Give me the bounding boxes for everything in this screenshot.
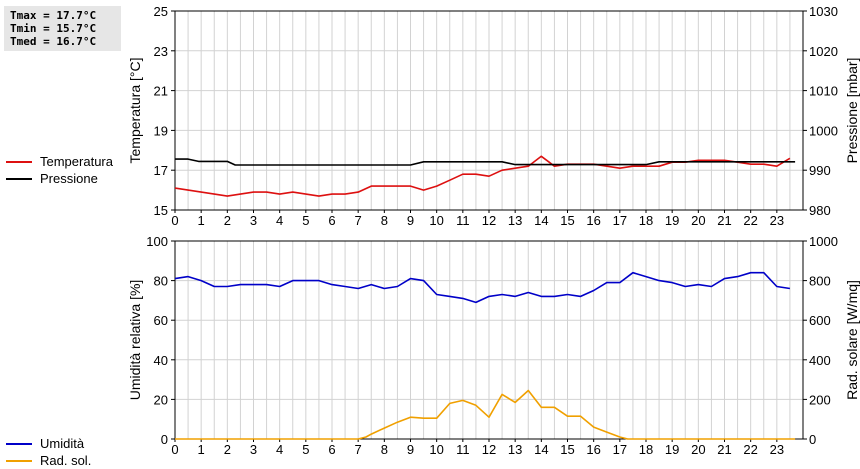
series-line-umidit <box>174 271 791 304</box>
y2-tick-label: 0 <box>809 432 816 447</box>
legend-item-pressione: Pressione <box>6 170 113 187</box>
x-tick-label: 23 <box>770 442 784 457</box>
x-tick-label: 16 <box>586 213 600 228</box>
x-tick-label: 8 <box>381 442 388 457</box>
x-tick-label: 10 <box>429 213 443 228</box>
x-tick-label: 7 <box>355 213 362 228</box>
y2-tick-label: 800 <box>809 274 831 289</box>
legend-swatch-temperatura <box>6 160 32 163</box>
stats-tmin: Tmin = 15.7°C <box>10 22 97 35</box>
y-axis-title: Umidità relativa [%] <box>127 280 143 401</box>
x-tick-label: 0 <box>171 213 178 228</box>
x-tick-label: 22 <box>743 213 757 228</box>
y-tick-label: 25 <box>154 4 168 19</box>
legend-label-pressione: Pressione <box>40 171 98 186</box>
y-tick-label: 15 <box>154 203 168 218</box>
x-tick-label: 8 <box>381 213 388 228</box>
x-tick-label: 3 <box>250 442 257 457</box>
x-tick-label: 12 <box>482 442 496 457</box>
series-line-pressione <box>175 158 796 166</box>
y-tick-label: 20 <box>154 392 168 407</box>
x-tick-label: 11 <box>456 213 470 228</box>
x-tick-label: 1 <box>198 442 205 457</box>
x-tick-label: 9 <box>407 213 414 228</box>
x-tick-label: 7 <box>355 442 362 457</box>
y2-tick-label: 990 <box>809 163 831 178</box>
y-tick-label: 17 <box>154 163 168 178</box>
y2-tick-label: 1030 <box>809 4 838 19</box>
x-tick-label: 14 <box>534 442 548 457</box>
x-tick-label: 13 <box>508 213 522 228</box>
legend-item-temperatura: Temperatura <box>6 153 113 170</box>
legend-label-umidita: Umidità <box>40 436 85 451</box>
y2-tick-label: 1010 <box>809 84 838 99</box>
y2-tick-label: 400 <box>809 353 831 368</box>
x-tick-label: 15 <box>560 442 574 457</box>
x-tick-label: 21 <box>717 213 731 228</box>
x-tick-label: 5 <box>302 442 309 457</box>
x-tick-label: 20 <box>691 442 705 457</box>
x-tick-label: 10 <box>429 442 443 457</box>
x-tick-label: 4 <box>276 442 283 457</box>
y-tick-label: 100 <box>146 234 168 249</box>
x-tick-label: 19 <box>665 442 679 457</box>
y2-tick-label: 980 <box>809 203 831 218</box>
y-axis-title: Temperatura [°C] <box>127 58 143 164</box>
series-line-rad-sol <box>175 389 796 440</box>
y2-axis-title: Pressione [mbar] <box>844 58 860 164</box>
x-tick-label: 19 <box>665 213 679 228</box>
legend-top: Temperatura Pressione <box>6 153 113 187</box>
x-tick-label: 2 <box>224 213 231 228</box>
stats-box: Tmax = 17.7°C Tmin = 15.7°C Tmed = 16.7°… <box>4 6 121 51</box>
x-tick-label: 0 <box>171 442 178 457</box>
x-tick-label: 6 <box>328 213 335 228</box>
x-tick-label: 23 <box>770 213 784 228</box>
y-tick-label: 80 <box>154 274 168 289</box>
y-tick-label: 19 <box>154 123 168 138</box>
x-tick-label: 6 <box>328 442 335 457</box>
legend-swatch-pressione <box>6 177 32 180</box>
x-tick-label: 16 <box>586 442 600 457</box>
x-tick-label: 1 <box>198 213 205 228</box>
y-tick-label: 23 <box>154 44 168 59</box>
x-tick-label: 15 <box>560 213 574 228</box>
y-tick-label: 40 <box>154 353 168 368</box>
legend-swatch-umidita <box>6 442 32 445</box>
y-tick-label: 21 <box>154 84 168 99</box>
x-tick-label: 14 <box>534 213 548 228</box>
x-tick-label: 4 <box>276 213 283 228</box>
x-tick-label: 5 <box>302 213 309 228</box>
y2-tick-label: 1000 <box>809 234 838 249</box>
x-tick-label: 3 <box>250 213 257 228</box>
stats-tmax: Tmax = 17.7°C <box>10 9 97 22</box>
y2-tick-label: 1000 <box>809 123 838 138</box>
x-tick-label: 17 <box>613 442 627 457</box>
x-tick-label: 18 <box>639 213 653 228</box>
y2-axis-title: Rad. solare [W/mq] <box>844 280 860 400</box>
x-tick-label: 2 <box>224 442 231 457</box>
x-tick-label: 12 <box>482 213 496 228</box>
y2-tick-label: 1020 <box>809 44 838 59</box>
x-tick-label: 13 <box>508 442 522 457</box>
y-tick-label: 60 <box>154 313 168 328</box>
y-tick-label: 0 <box>161 432 168 447</box>
y2-tick-label: 200 <box>809 392 831 407</box>
x-tick-label: 17 <box>613 213 627 228</box>
x-tick-label: 9 <box>407 442 414 457</box>
stats-tmed: Tmed = 16.7°C <box>10 35 97 48</box>
y2-tick-label: 600 <box>809 313 831 328</box>
x-tick-label: 18 <box>639 442 653 457</box>
legend-item-umidita: Umidità <box>6 435 91 452</box>
x-tick-label: 21 <box>717 442 731 457</box>
x-tick-label: 22 <box>743 442 757 457</box>
x-tick-label: 11 <box>456 442 470 457</box>
legend-label-temperatura: Temperatura <box>40 154 113 169</box>
x-tick-label: 20 <box>691 213 705 228</box>
